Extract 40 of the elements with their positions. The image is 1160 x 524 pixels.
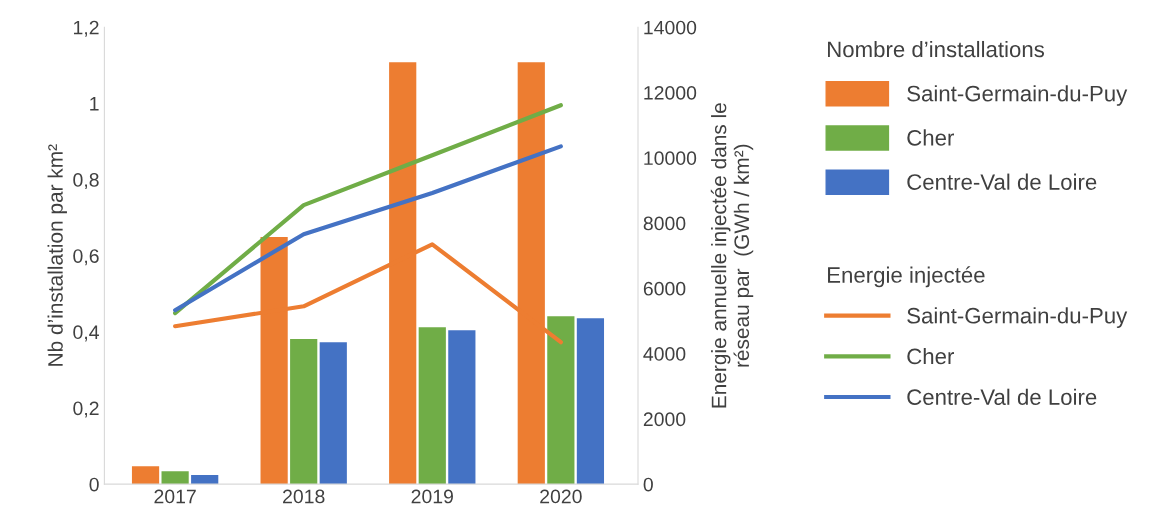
line-series (173, 103, 563, 316)
x-tick-label: 2017 (154, 489, 196, 504)
text: Nombre d’installations (828, 40, 1045, 58)
y2-tick-label: 4000 (643, 347, 686, 361)
x-tick-label: 2020 (540, 489, 582, 504)
y2-tick-label: 2000 (643, 412, 686, 427)
bar (576, 318, 605, 485)
y2-tick-label: 14000 (644, 20, 697, 35)
y-tick-label: 1 (90, 97, 99, 111)
bar (319, 342, 347, 485)
legend-label: Centre-Val de Loire (907, 388, 1097, 406)
bar (290, 339, 318, 485)
legend-label: Cher (907, 129, 954, 146)
y2-tick-label: 8000 (643, 216, 686, 231)
bar (418, 327, 446, 485)
y2-tick-label: 6000 (643, 281, 686, 296)
y2-tick-label: 0 (643, 477, 653, 492)
y-tick-label: 0,4 (73, 325, 99, 342)
bar (131, 466, 160, 485)
legend-label: Saint-Germain-du-Puy (907, 85, 1128, 106)
y-axis-title: Nb d’installation par km² (47, 144, 67, 366)
text: Energie injectée (828, 266, 985, 288)
y-tick-label: 0,2 (73, 401, 99, 418)
bar (161, 471, 189, 485)
y-tick-label: 0,6 (73, 249, 99, 266)
x-tick-label: 2018 (283, 489, 325, 504)
y-tick-label: 0 (89, 477, 99, 492)
legend-label: Saint-Germain-du-Puy (907, 307, 1128, 328)
y2-tick-label: 12000 (644, 85, 697, 100)
y2-axis-title: Energie annuelle injectée dans le réseau par (GWh / km²) (710, 103, 754, 408)
line-series (173, 144, 563, 313)
y-tick-label: 1,2 (73, 20, 99, 37)
x-tick-label: 2019 (411, 489, 453, 504)
legend-label: Cher (907, 347, 954, 365)
y2-tick-label: 10000 (644, 151, 697, 166)
bar (448, 330, 476, 485)
bar (191, 475, 219, 485)
y-tick-label: 0,8 (73, 173, 99, 190)
bar (547, 316, 575, 485)
legend-label: Centre-Val de Loire (907, 173, 1097, 190)
